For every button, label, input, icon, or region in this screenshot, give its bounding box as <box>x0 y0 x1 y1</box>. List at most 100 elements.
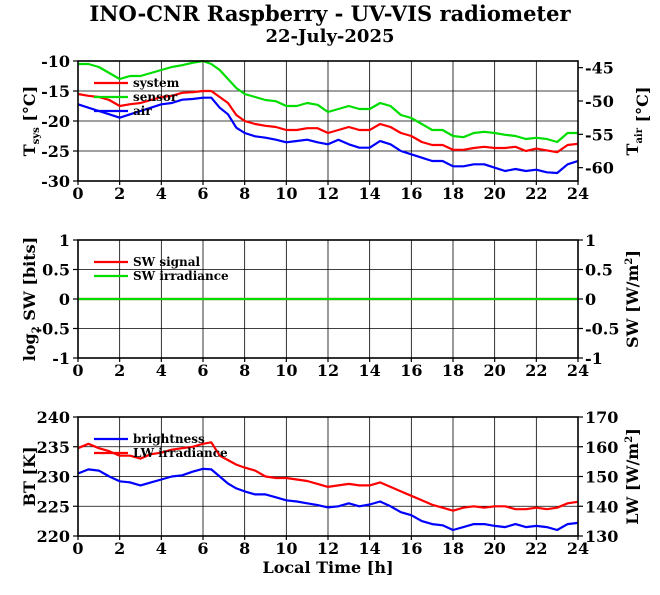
temperature-series-system <box>77 89 579 154</box>
temperature-legend-label: air <box>133 104 152 118</box>
temperature-xtick: 4 <box>156 184 167 203</box>
temperature-ylabel-left: Tsys [°C] <box>20 86 42 156</box>
lw-ytick-right: 150 <box>585 468 618 487</box>
sw-ylabel-left: log2 SW [bits] <box>20 237 42 361</box>
lw-series-lw-irradiance <box>77 441 579 512</box>
temperature-panel: -10-15-20-25-30-45-50-55-600 2 4 6 8 10 12 14 16… <box>41 52 614 203</box>
temperature-xtick: 20 <box>484 184 506 203</box>
sw-ylabel-left-part: SW [bits] <box>20 237 39 326</box>
lw-ylabel-right-part: ] <box>623 428 642 436</box>
sw-ylabel-left-part: 2 <box>31 326 42 333</box>
sw-xtick: 8 <box>239 361 250 380</box>
temperature-xtick: 22 <box>525 184 547 203</box>
lw-xtick: 12 <box>317 539 339 558</box>
sw-ylabel-left-part: log <box>20 333 39 361</box>
temperature-legend-label: system <box>133 76 180 90</box>
temperature-xtick: 12 <box>317 184 339 203</box>
lw-xtick: 10 <box>275 539 297 558</box>
temperature-ylabel-right-part: air <box>634 127 645 143</box>
lw-xtick: 24 <box>567 539 589 558</box>
sw-ylabel-right-part: SW [W/m <box>623 265 642 348</box>
temperature-ylabel-right-part: [°C] <box>633 87 652 128</box>
sw-ytick-left: 1 <box>59 231 70 250</box>
lw-ytick-right: 140 <box>585 497 618 516</box>
page-title: INO-CNR Raspberry - UV-VIS radiometer <box>89 1 571 26</box>
sw-xtick: 22 <box>525 361 547 380</box>
sw-ytick-right: 0 <box>585 290 596 309</box>
temperature-ytick-left: -15 <box>41 82 70 101</box>
lw-ylabel-right-part: LW [W/m <box>623 443 642 525</box>
sw-ytick-right: -1 <box>585 349 603 368</box>
temperature-xtick: 8 <box>239 184 250 203</box>
sw-ylabel-right-part: ] <box>623 250 642 258</box>
lw-ytick-right: 170 <box>585 408 618 427</box>
temperature-xtick: 6 <box>197 184 208 203</box>
temperature-ylabel-right-part: T <box>623 143 642 155</box>
sw-xtick: 14 <box>359 361 381 380</box>
lw-ytick-left: 220 <box>37 527 70 546</box>
temperature-xtick: 10 <box>275 184 297 203</box>
sw-xtick: 24 <box>567 361 589 380</box>
lw-xtick: 6 <box>197 539 208 558</box>
sw-ylabel-right: SW [W/m2] <box>623 250 642 348</box>
temperature-xtick: 18 <box>442 184 464 203</box>
title-block: INO-CNR Raspberry - UV-VIS radiometer 22… <box>0 1 660 48</box>
temperature-legend-label: sensor <box>133 90 178 104</box>
temperature-xtick: 14 <box>359 184 381 203</box>
x-axis-label: Local Time [h] <box>262 558 393 577</box>
sw-panel: 10.50-0.5-110.50-0.5-10 2 4 6 8 10 12 14 16 18 20 2… <box>36 231 620 380</box>
page-date: 22-July-2025 <box>265 26 395 47</box>
lw-ylabel-left: BT [K] <box>20 446 39 506</box>
lw-ytick-left: 240 <box>37 408 70 427</box>
sw-legend-label: SW signal <box>133 255 201 269</box>
sw-ylabel-right-part: 2 <box>624 258 635 265</box>
sw-xtick: 12 <box>317 361 339 380</box>
sw-ytick-left: -0.5 <box>36 320 70 339</box>
temperature-series-sensor <box>78 59 578 144</box>
lw-ytick-left: 230 <box>37 468 70 487</box>
sw-xtick: 20 <box>484 361 506 380</box>
lw-xtick: 0 <box>72 539 83 558</box>
temperature-ytick-left: -25 <box>41 142 70 161</box>
lw-xtick: 8 <box>239 539 250 558</box>
lw-series-brightness <box>77 467 579 532</box>
temperature-xtick: 0 <box>72 184 83 203</box>
temperature-ylabel-left-part: sys <box>31 127 42 144</box>
lw-xtick: 22 <box>525 539 547 558</box>
temperature-frame <box>77 60 579 182</box>
lw-xtick: 14 <box>359 539 381 558</box>
sw-xtick: 0 <box>72 361 83 380</box>
lw-ylabel-right-part: 2 <box>624 436 635 443</box>
lw-xtick: 18 <box>442 539 464 558</box>
sw-ytick-right: -0.5 <box>585 320 619 339</box>
sw-ytick-right: 1 <box>585 231 596 250</box>
lw-xtick: 4 <box>156 539 167 558</box>
sw-xtick: 2 <box>114 361 125 380</box>
lw-frame <box>77 416 579 537</box>
sw-ytick-left: 0 <box>59 290 70 309</box>
temperature-xtick: 24 <box>567 184 589 203</box>
lw-ytick-right: 130 <box>585 527 618 546</box>
lw-xtick: 2 <box>114 539 125 558</box>
temperature-ylabel-right: Tair [°C] <box>623 87 652 156</box>
lw-ytick-left: 235 <box>37 438 70 457</box>
temperature-ytick-right: -55 <box>585 125 614 144</box>
lw-ylabel-left-part: BT [K] <box>20 446 39 506</box>
temperature-ylabel-left-part: T <box>20 144 39 156</box>
sw-xtick: 10 <box>275 361 297 380</box>
temperature-ytick-left: -10 <box>41 52 70 71</box>
temperature-ytick-right: -60 <box>585 159 614 178</box>
lw-legend-label: brightness <box>133 432 205 446</box>
lw-ytick-left: 225 <box>37 497 70 516</box>
sw-xtick: 16 <box>400 361 422 380</box>
temperature-ytick-left: -30 <box>41 172 70 191</box>
temperature-series-air <box>77 96 579 175</box>
temperature-ytick-left: -20 <box>41 112 70 131</box>
lw-xtick: 20 <box>484 539 506 558</box>
sw-frame <box>77 239 579 359</box>
lw-ylabel-right: LW [W/m2] <box>623 428 642 525</box>
temperature-xtick: 16 <box>400 184 422 203</box>
temperature-ytick-right: -45 <box>585 59 614 78</box>
